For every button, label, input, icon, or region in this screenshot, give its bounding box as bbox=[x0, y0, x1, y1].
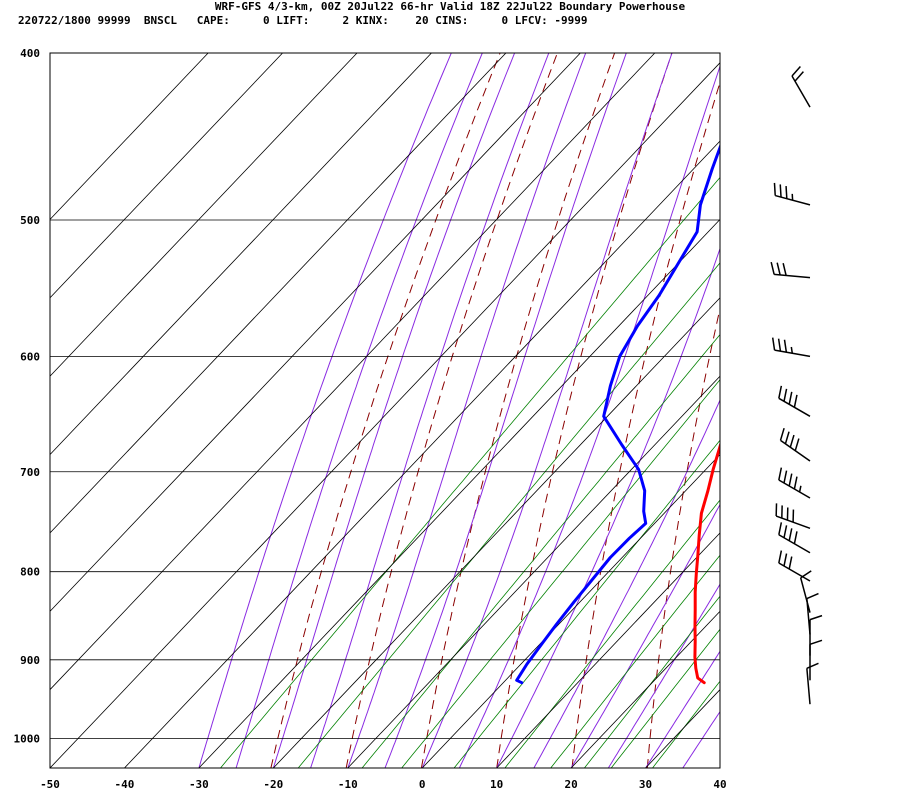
wind-barbs bbox=[770, 65, 823, 705]
wind-barb bbox=[791, 65, 811, 108]
x-tick-label: -20 bbox=[263, 778, 283, 791]
moist-adiabat-line bbox=[384, 53, 627, 768]
x-tick-label: -10 bbox=[338, 778, 358, 791]
y-tick-label: 900 bbox=[20, 654, 40, 667]
isotherm-line bbox=[50, 62, 720, 768]
y-tick-label: 400 bbox=[20, 47, 40, 60]
moist-adiabat-line bbox=[272, 53, 516, 768]
dewpoint-profile-line bbox=[515, 143, 720, 685]
wind-barb bbox=[771, 337, 811, 358]
grid-lines bbox=[50, 53, 720, 768]
chart-header-indices: 220722/1800 99999 BNSCL CAPE: 0 LIFT: 2 … bbox=[18, 14, 588, 27]
dry-adiabat-line bbox=[723, 53, 844, 768]
isotherm-line bbox=[50, 53, 581, 612]
mixing-ratio-line bbox=[584, 595, 720, 768]
wind-barb bbox=[778, 385, 811, 417]
wind-barb bbox=[778, 550, 811, 582]
wind-barb bbox=[778, 467, 811, 499]
tick-labels: -50 -40 -30 -20 -10 0 10 20 30 40 400 500 600 700 800 9… bbox=[14, 47, 727, 791]
mixing-ratio-line bbox=[550, 554, 720, 768]
x-tick-label: 20 bbox=[564, 778, 577, 791]
isotherm-line bbox=[198, 218, 720, 768]
mixing-ratio-line bbox=[361, 333, 720, 768]
moist-adiabat-line bbox=[645, 650, 720, 768]
mixing-ratio-line bbox=[610, 628, 720, 768]
mixing-ratio-line bbox=[297, 262, 720, 768]
dry-adiabat-line bbox=[345, 53, 558, 768]
moist-adiabat-line bbox=[458, 64, 720, 768]
moist-adiabat-line bbox=[607, 583, 720, 768]
background-lines bbox=[198, 53, 900, 768]
mixing-ratio-line bbox=[453, 439, 720, 768]
moist-adiabat-line bbox=[496, 247, 720, 768]
wind-barb bbox=[809, 614, 823, 656]
isotherm-line bbox=[50, 53, 656, 691]
isotherm-line bbox=[50, 53, 507, 534]
moist-adiabat-line bbox=[570, 503, 720, 768]
dry-adiabat-line bbox=[571, 80, 720, 768]
y-tick-label: 500 bbox=[20, 214, 40, 227]
y-tick-label: 1000 bbox=[14, 733, 41, 746]
isotherm-line bbox=[273, 297, 720, 768]
mixing-ratio-line bbox=[220, 176, 720, 768]
mixing-ratio-line bbox=[504, 499, 720, 768]
wind-barb bbox=[806, 662, 819, 705]
x-tick-label: 40 bbox=[713, 778, 726, 791]
dry-adiabat-line bbox=[270, 53, 501, 768]
dry-adiabat-line bbox=[873, 53, 900, 768]
x-tick-label: 0 bbox=[419, 778, 426, 791]
plot-frame bbox=[49, 52, 721, 769]
series-lines bbox=[515, 143, 720, 685]
y-tick-label: 700 bbox=[20, 466, 40, 479]
wind-barb bbox=[799, 570, 812, 613]
moist-adiabat-line bbox=[347, 53, 587, 768]
moist-adiabat-line bbox=[198, 53, 452, 768]
wind-barb bbox=[773, 182, 811, 206]
x-tick-label: 30 bbox=[639, 778, 652, 791]
isotherm-line bbox=[50, 53, 358, 377]
isotherm-line bbox=[496, 532, 720, 768]
isotherm-line bbox=[124, 140, 720, 768]
mixing-ratio-line bbox=[652, 680, 720, 768]
y-tick-label: 600 bbox=[20, 350, 40, 363]
isotherm-line bbox=[347, 375, 720, 768]
x-tick-label: -30 bbox=[189, 778, 209, 791]
isotherm-line bbox=[50, 53, 283, 299]
wind-barb bbox=[809, 639, 823, 681]
chart-header-title: WRF-GFS 4/3-km, 00Z 20Jul22 66-hr Valid … bbox=[214, 0, 686, 13]
temperature-profile-line bbox=[693, 442, 720, 685]
moist-adiabat-line bbox=[235, 53, 483, 768]
wind-barb bbox=[770, 261, 811, 279]
wind-barb bbox=[778, 522, 811, 554]
wind-barb bbox=[806, 592, 819, 635]
x-tick-label: 10 bbox=[490, 778, 503, 791]
mixing-ratio-line bbox=[401, 379, 720, 768]
isotherm-line bbox=[645, 689, 720, 768]
isotherm-line bbox=[421, 453, 720, 768]
y-tick-label: 800 bbox=[20, 566, 40, 579]
isotherm-line bbox=[50, 53, 432, 456]
dry-adiabat-line bbox=[496, 53, 673, 768]
wind-barb bbox=[779, 428, 811, 462]
x-tick-label: -50 bbox=[40, 778, 60, 791]
x-tick-label: -40 bbox=[115, 778, 135, 791]
isotherm-line bbox=[50, 53, 209, 221]
isotherm-line bbox=[570, 610, 720, 768]
dry-adiabat-line bbox=[420, 53, 616, 768]
dry-adiabat-line bbox=[798, 53, 900, 768]
wind-barb bbox=[775, 503, 811, 530]
moist-adiabat-line bbox=[310, 53, 550, 768]
